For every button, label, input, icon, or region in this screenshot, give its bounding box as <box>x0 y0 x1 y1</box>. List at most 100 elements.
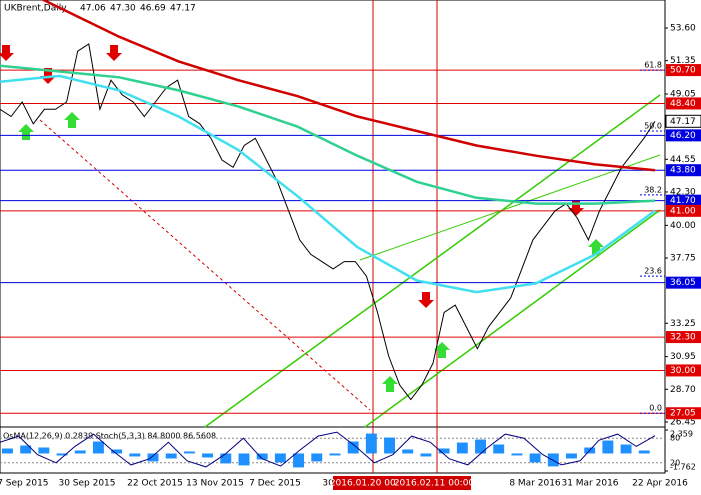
osma-bar <box>2 448 13 454</box>
y-tick-label: 30.95 <box>670 352 696 362</box>
stoch-tick-label: 20 <box>670 458 680 467</box>
osma-bar <box>420 453 432 457</box>
y-tick-label: 42.30 <box>670 187 696 197</box>
level-box <box>666 194 701 207</box>
y-tick-label: 40.00 <box>670 221 696 231</box>
osma-bar <box>56 453 68 456</box>
arrow-down <box>0 45 14 61</box>
osma-bar <box>511 453 523 456</box>
price-line <box>0 43 656 401</box>
level-label: 27.05 <box>670 409 696 419</box>
osma-bar <box>456 442 468 454</box>
osma-bar <box>438 448 450 454</box>
x-tick-label: 13 Nov 2015 <box>186 479 244 489</box>
arrow-up <box>64 112 80 128</box>
osma-bar <box>183 451 195 454</box>
trend-line <box>39 119 371 411</box>
osma-bar <box>311 453 323 462</box>
osma-bar <box>293 453 305 468</box>
osma-bar <box>274 453 286 463</box>
y-tick-label: 28.70 <box>670 385 696 395</box>
y-tick-label: 37.75 <box>670 253 696 263</box>
moving-average <box>0 74 656 294</box>
y-tick-label: 53.60 <box>670 24 696 34</box>
x-tick-label: 8 Mar 2016 <box>509 479 561 489</box>
quote-low: 46.69 <box>140 4 166 14</box>
level-box <box>666 97 701 110</box>
osma-tick-label: -1.762 <box>670 463 696 472</box>
fib-label: 61.8 <box>644 61 662 70</box>
y-tick-label: 49.05 <box>670 90 696 100</box>
fib-label: 23.6 <box>644 267 662 276</box>
up-arrows <box>18 112 604 392</box>
osma-bar <box>202 453 214 458</box>
arrow-up <box>434 342 450 358</box>
level-box <box>666 364 701 377</box>
arrow-up <box>382 376 398 392</box>
quote-close: 47.17 <box>170 4 196 14</box>
osma-bar <box>384 437 395 454</box>
osma-bar <box>38 447 50 454</box>
level-label: 43.80 <box>670 166 696 176</box>
arrow-down <box>106 45 122 61</box>
osma-tick-label: 2.359 <box>670 430 693 439</box>
level-box <box>666 64 701 77</box>
osma-bar <box>256 453 268 460</box>
level-label: 46.20 <box>670 131 696 141</box>
arrow-down <box>418 292 434 308</box>
fib-label: 38.2 <box>644 185 662 194</box>
x-tick-label: 31 Mar 2016 <box>561 479 618 489</box>
last-price-label: 47.17 <box>670 117 696 127</box>
osma-bar <box>529 453 541 463</box>
chart-title: UKBrent,Daily <box>4 4 67 14</box>
osma-bar <box>602 440 614 454</box>
x-tick-label: 22 Apr 2016 <box>632 479 688 489</box>
osma-bar <box>220 453 232 464</box>
osma-bar <box>74 450 86 454</box>
osma-bar <box>20 445 32 454</box>
osma-bar <box>566 453 577 459</box>
x-tick-label: 2016.02.11 00:00 <box>394 479 475 489</box>
arrow-up <box>18 124 34 140</box>
level-label: 41.00 <box>670 206 696 216</box>
y-tick-label: 51.35 <box>670 56 696 66</box>
osma-bar <box>329 453 341 456</box>
x-tick-label: 7 Dec 2015 <box>249 479 301 489</box>
osma-bar <box>638 450 650 454</box>
x-tick-label: 22 Oct 2015 <box>127 479 183 489</box>
level-box <box>666 331 701 344</box>
level-label: 50.70 <box>670 66 696 76</box>
osma-bar <box>111 449 123 454</box>
osma-bar <box>147 453 159 462</box>
osma-bar <box>238 453 250 466</box>
stoch-tick-label: 80 <box>670 434 680 443</box>
osma-bar <box>475 439 486 454</box>
level-label: 48.40 <box>670 99 696 109</box>
level-box <box>666 129 701 142</box>
level-box <box>666 204 701 217</box>
quote-high: 47.30 <box>110 4 136 14</box>
x-label-box <box>397 476 471 490</box>
x-tick-label: 2016.01.20 00:00 <box>330 479 411 489</box>
level-label: 32.30 <box>670 333 696 343</box>
channel-line <box>204 94 661 428</box>
level-label: 41.70 <box>670 196 696 206</box>
quote-open: 47.06 <box>80 4 106 14</box>
osma-bar <box>347 441 359 454</box>
level-label: 36.05 <box>670 278 696 288</box>
osma-bar <box>165 453 177 459</box>
osma-bar <box>92 441 104 454</box>
x-tick-label: 17 Sep 2015 <box>0 479 49 489</box>
osma-bar <box>365 433 377 454</box>
osma-bar <box>129 453 141 457</box>
channel-line <box>359 154 661 261</box>
indicator-label: OsMA(12,26,9) 0.2839 Stoch(5,3,3) 84.800… <box>3 432 216 441</box>
moving-average <box>40 0 656 172</box>
level-box <box>666 164 701 177</box>
level-label: 30.00 <box>670 366 696 376</box>
moving-average <box>0 64 656 205</box>
y-tick-label: 33.25 <box>670 319 696 329</box>
x-tick-label: 30 Sep 2015 <box>58 479 115 489</box>
level-box <box>666 407 701 420</box>
